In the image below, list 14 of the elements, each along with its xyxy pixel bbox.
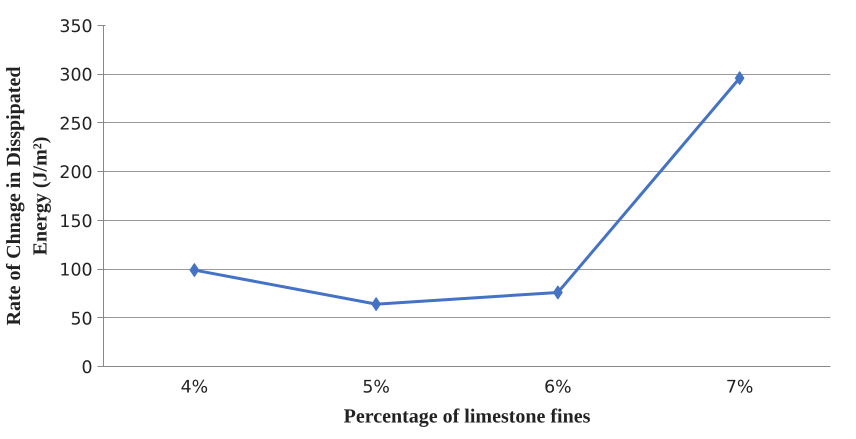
y-tick-label: 300 [59, 66, 93, 86]
y-tick-label: 250 [59, 114, 93, 134]
x-tick-label: 6% [544, 378, 572, 398]
y-tick-label: 50 [70, 309, 93, 330]
y-tick-label: 200 [59, 163, 93, 184]
x-axis-title: Percentage of limestone fines [344, 406, 591, 428]
x-tick-label: 5% [362, 378, 390, 398]
y-tick-label: 100 [59, 260, 93, 281]
y-tick-label: 0 [81, 358, 93, 378]
y-axis-title: Rate of Chnage in Disspipated Energy (J/m²) [3, 66, 52, 326]
x-tick-label: 7% [726, 378, 754, 398]
y-tick-label: 350 [59, 17, 93, 37]
y-tick-label: 150 [59, 212, 93, 232]
x-tick-label: 4% [180, 378, 208, 398]
